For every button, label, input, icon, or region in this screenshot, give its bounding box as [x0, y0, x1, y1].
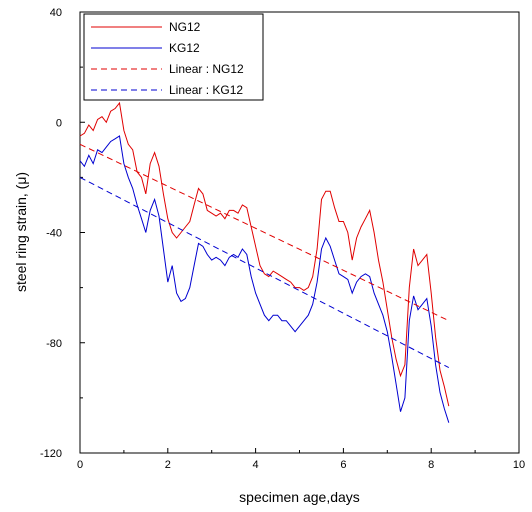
- legend-label-linear-kg12-line: Linear : KG12: [169, 83, 243, 97]
- legend-label-ng12-line: NG12: [169, 20, 201, 34]
- y-tick-label: -80: [46, 338, 62, 350]
- series-ng12-line: [79, 101, 450, 407]
- ticks-layer: 0 2 4 6 8 10 40 0 -40 -80 -120: [40, 7, 525, 471]
- x-tick-label: 0: [77, 459, 83, 471]
- series-linear-ng12-line: [79, 143, 450, 322]
- series-linear-kg12-line: [79, 176, 450, 369]
- x-tick-label: 4: [253, 459, 259, 471]
- x-axis-title: specimen age,days: [239, 489, 360, 505]
- y-tick-label: -40: [46, 228, 62, 240]
- x-tick-label: 10: [513, 459, 525, 471]
- legend-label-kg12-line: KG12: [169, 41, 200, 55]
- series-kg12-line: [79, 135, 450, 423]
- y-tick-label: -120: [40, 448, 62, 460]
- legend-box: [83, 13, 264, 101]
- legend: NG12 KG12 Linear : NG12 Linear : KG12: [83, 13, 264, 101]
- x-tick-label: 8: [428, 459, 434, 471]
- legend-label-linear-ng12-line: Linear : NG12: [169, 62, 244, 76]
- y-tick-label: 40: [50, 7, 62, 19]
- x-tick-label: 6: [340, 459, 346, 471]
- y-axis-title: steel ring strain, (μ): [13, 172, 29, 292]
- y-tick-label: 0: [56, 117, 62, 129]
- legend-items: NG12 KG12 Linear : NG12 Linear : KG12: [91, 20, 244, 97]
- x-tick-label: 2: [165, 459, 171, 471]
- series-layer: [79, 101, 450, 423]
